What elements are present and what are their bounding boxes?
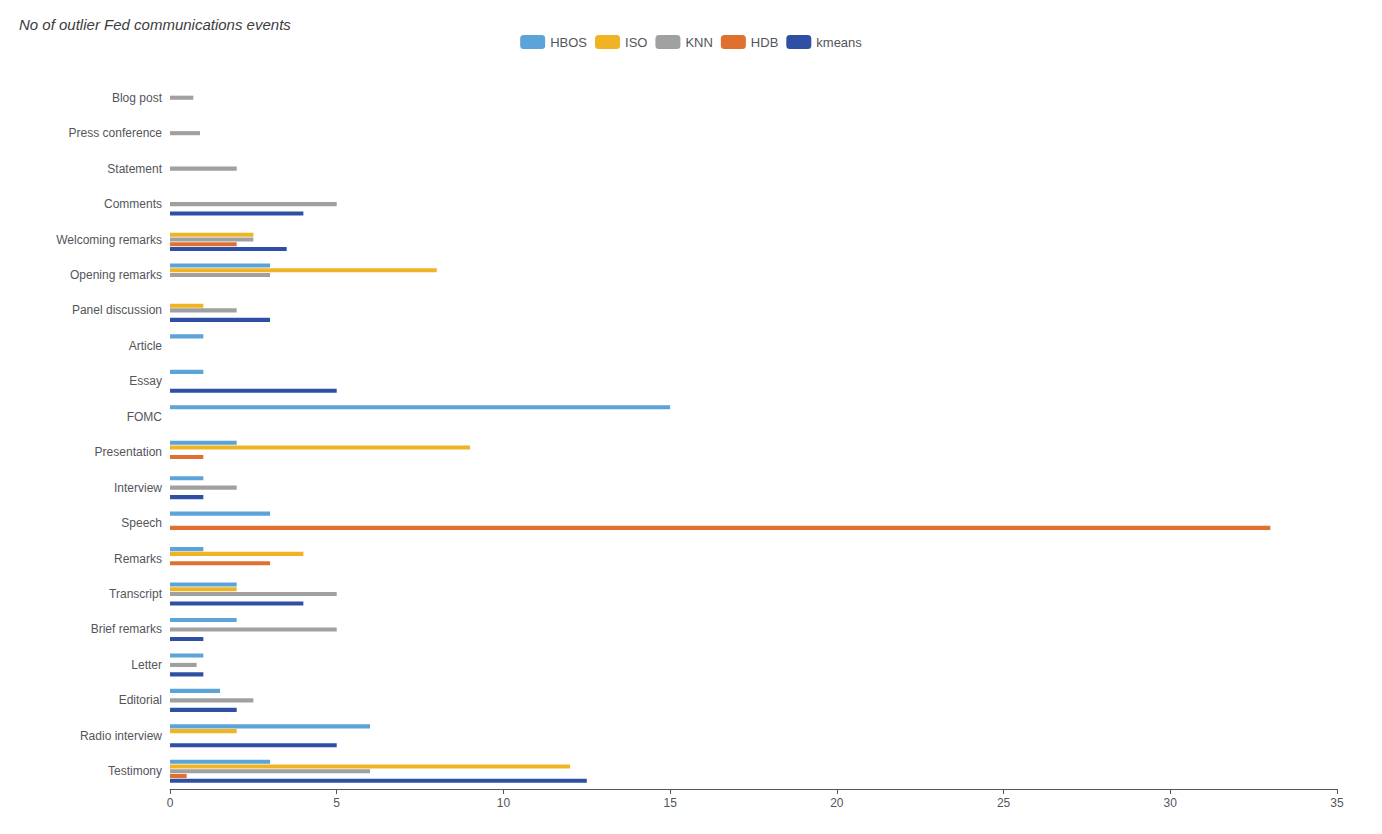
svg-text:Panel discussion: Panel discussion — [72, 303, 162, 317]
svg-text:Blog post: Blog post — [112, 91, 163, 105]
svg-text:Testimony: Testimony — [108, 764, 162, 778]
svg-text:HDB: HDB — [751, 35, 778, 50]
svg-text:Transcript: Transcript — [109, 587, 163, 601]
svg-text:KNN: KNN — [685, 35, 712, 50]
svg-text:Essay: Essay — [129, 374, 162, 388]
svg-text:20: 20 — [830, 796, 844, 810]
svg-text:HBOS: HBOS — [550, 35, 587, 50]
svg-text:Presentation: Presentation — [95, 445, 162, 459]
svg-text:15: 15 — [663, 796, 677, 810]
svg-text:Welcoming remarks: Welcoming remarks — [56, 233, 162, 247]
svg-text:Radio interview: Radio interview — [80, 729, 162, 743]
svg-text:5: 5 — [333, 796, 340, 810]
svg-text:35: 35 — [1330, 796, 1344, 810]
svg-text:Remarks: Remarks — [114, 552, 162, 566]
svg-text:30: 30 — [1164, 796, 1178, 810]
svg-text:Interview: Interview — [114, 481, 162, 495]
svg-text:kmeans: kmeans — [816, 35, 862, 50]
svg-text:Article: Article — [129, 339, 163, 353]
svg-text:Statement: Statement — [107, 162, 162, 176]
svg-text:FOMC: FOMC — [127, 410, 163, 424]
svg-text:Editorial: Editorial — [119, 693, 162, 707]
svg-text:Opening remarks: Opening remarks — [70, 268, 162, 282]
svg-text:25: 25 — [997, 796, 1011, 810]
svg-text:Press conference: Press conference — [69, 126, 163, 140]
svg-text:Brief remarks: Brief remarks — [91, 622, 162, 636]
svg-text:10: 10 — [497, 796, 511, 810]
svg-text:Comments: Comments — [104, 197, 162, 211]
svg-text:Speech: Speech — [121, 516, 162, 530]
svg-text:Letter: Letter — [131, 658, 162, 672]
svg-text:ISO: ISO — [625, 35, 647, 50]
svg-text:0: 0 — [167, 796, 174, 810]
svg-text:No of outlier Fed communicatio: No of outlier Fed communications events — [19, 16, 291, 33]
